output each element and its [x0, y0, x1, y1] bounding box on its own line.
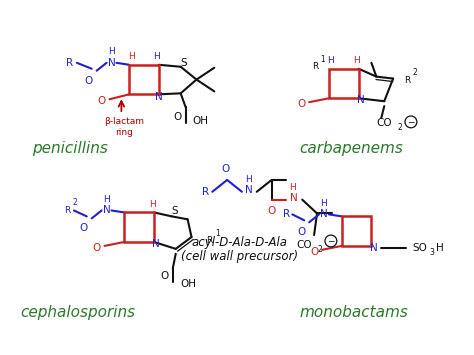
Text: H: H [353, 56, 360, 65]
Text: acyl-D-Ala-D-Ala: acyl-D-Ala-D-Ala [192, 236, 288, 250]
Text: 1: 1 [215, 229, 219, 237]
Text: H: H [289, 183, 296, 192]
Text: 2: 2 [318, 245, 322, 254]
Text: (cell wall precursor): (cell wall precursor) [182, 250, 299, 263]
Text: CO: CO [376, 118, 392, 128]
Text: −: − [327, 236, 335, 246]
Text: O: O [310, 247, 318, 257]
Text: OH: OH [181, 279, 197, 289]
Text: cephalosporins: cephalosporins [20, 305, 136, 320]
Text: N: N [155, 92, 163, 102]
Text: H: H [128, 53, 135, 61]
Text: N: N [152, 239, 160, 249]
Text: N: N [370, 243, 377, 253]
Text: O: O [267, 207, 276, 217]
Text: 1: 1 [320, 55, 325, 64]
Text: N: N [103, 206, 110, 215]
Text: 3: 3 [429, 248, 434, 257]
Text: O: O [80, 223, 88, 233]
Text: 2: 2 [412, 68, 417, 77]
Text: carbapenems: carbapenems [299, 141, 403, 156]
Text: R: R [202, 187, 209, 197]
Text: 2: 2 [73, 198, 77, 207]
Text: H: H [436, 243, 444, 253]
Text: H: H [320, 199, 328, 208]
Text: O: O [92, 243, 101, 253]
Text: H: H [108, 48, 115, 56]
Text: R: R [66, 58, 73, 68]
Text: monobactams: monobactams [299, 305, 408, 320]
Text: N: N [320, 209, 328, 219]
Text: R: R [283, 209, 290, 219]
Text: N: N [356, 95, 365, 105]
Text: −: − [407, 118, 415, 126]
Text: S: S [172, 207, 178, 217]
Text: O: O [297, 227, 305, 237]
Text: O: O [173, 112, 182, 122]
Text: H: H [246, 175, 252, 185]
Text: R: R [312, 62, 318, 71]
Text: OH: OH [192, 116, 209, 126]
Text: O: O [221, 164, 229, 174]
Text: ring: ring [115, 128, 133, 137]
Text: N: N [291, 193, 298, 203]
Text: R: R [206, 236, 212, 246]
Text: O: O [161, 272, 169, 282]
Text: O: O [98, 96, 106, 106]
Text: CO: CO [296, 240, 312, 250]
Text: S: S [180, 58, 187, 68]
Text: O: O [297, 99, 305, 109]
Text: H: H [103, 195, 110, 204]
Text: 2: 2 [398, 123, 402, 132]
Text: β-lactam: β-lactam [104, 118, 145, 126]
Text: R: R [64, 206, 70, 215]
Text: H: H [154, 53, 160, 61]
Text: H: H [328, 56, 334, 65]
Text: N: N [245, 185, 253, 195]
Text: O: O [85, 76, 93, 86]
Text: SO: SO [412, 243, 427, 253]
Text: N: N [108, 58, 115, 68]
Text: penicillins: penicillins [32, 141, 108, 156]
Text: R: R [404, 76, 410, 85]
Text: H: H [150, 200, 156, 209]
